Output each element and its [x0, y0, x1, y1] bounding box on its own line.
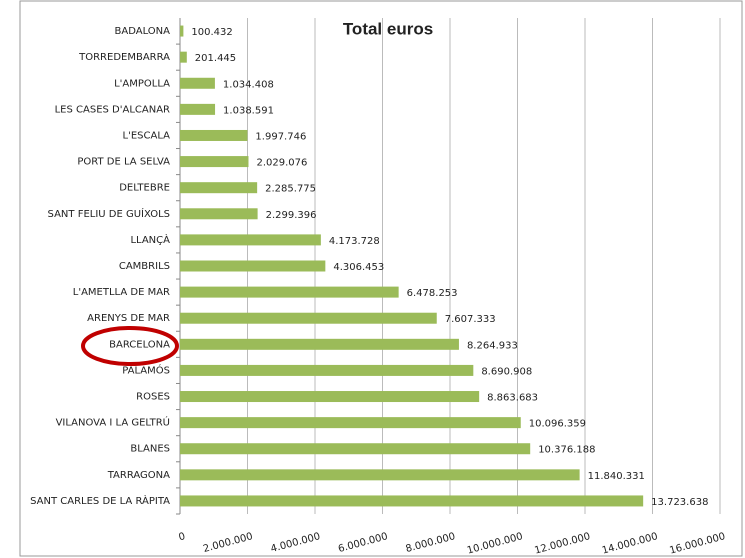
- y-tick-label: L'AMPOLLA: [114, 78, 170, 89]
- value-label: 10.096.359: [529, 419, 586, 430]
- bar: [180, 129, 248, 141]
- y-tick-label: TORREDEMBARRA: [78, 52, 170, 63]
- bar: [180, 103, 216, 115]
- y-tick-label: BLANES: [130, 444, 170, 455]
- bar: [180, 234, 321, 246]
- y-tick-label: LLANÇÀ: [130, 233, 170, 246]
- y-tick-label: ROSES: [136, 392, 170, 403]
- bar: [180, 364, 474, 376]
- bar: [180, 312, 437, 324]
- value-label: 1.997.746: [255, 131, 306, 142]
- y-tick-label: PORT DE LA SELVA: [77, 157, 170, 168]
- value-label: 4.306.453: [333, 262, 384, 273]
- chart-title: Total euros: [343, 19, 433, 38]
- bar: [180, 338, 459, 350]
- value-label: 8.690.908: [481, 366, 532, 377]
- y-tick-label: L'ESCALA: [123, 130, 171, 141]
- y-tick-label: SANT FELIU DE GUÍXOLS: [48, 207, 170, 220]
- value-label: 4.173.728: [329, 236, 380, 247]
- value-label: 201.445: [195, 53, 236, 64]
- value-label: 2.299.396: [266, 210, 317, 221]
- y-tick-label: TARRAGONA: [107, 470, 170, 481]
- y-tick-label: BADALONA: [115, 26, 171, 37]
- bar: [180, 182, 258, 194]
- value-label: 13.723.638: [651, 497, 708, 508]
- value-label: 2.029.076: [256, 158, 307, 169]
- y-tick-label: ARENYS DE MAR: [87, 313, 170, 324]
- bar: [180, 495, 644, 507]
- value-label: 11.840.331: [588, 471, 645, 482]
- bar: [180, 260, 326, 272]
- value-label: 6.478.253: [407, 288, 458, 299]
- bar: [180, 208, 258, 220]
- bar: [180, 25, 184, 37]
- bar: [180, 417, 521, 429]
- bar: [180, 77, 215, 89]
- y-tick-label: CAMBRILS: [119, 261, 170, 272]
- bar: [180, 156, 249, 168]
- chart-frame: [19, 0, 743, 557]
- y-tick-label: DELTEBRE: [119, 183, 170, 194]
- y-tick-label: L'AMETLLA DE MAR: [73, 287, 170, 298]
- y-tick-label: BARCELONA: [109, 339, 170, 350]
- y-tick-label: PALAMÓS: [122, 363, 170, 376]
- bar: [180, 443, 531, 455]
- y-tick-label: LES CASES D'ALCANAR: [55, 104, 170, 115]
- value-label: 7.607.333: [445, 314, 496, 325]
- x-tick-label: 0: [178, 531, 187, 543]
- bar: [180, 469, 580, 481]
- value-label: 2.285.775: [265, 184, 316, 195]
- value-label: 10.376.188: [538, 445, 595, 456]
- value-label: 1.034.408: [223, 79, 274, 90]
- bar: [180, 51, 187, 63]
- bar: [180, 391, 480, 403]
- value-label: 8.863.683: [487, 393, 538, 404]
- y-tick-label: VILANOVA I LA GELTRÚ: [56, 416, 170, 429]
- value-label: 100.432: [191, 27, 232, 38]
- highlight-ellipse: [81, 326, 179, 366]
- bar: [180, 286, 399, 298]
- value-label: 1.038.591: [223, 105, 274, 116]
- value-label: 8.264.933: [467, 340, 518, 351]
- y-tick-label: SANT CARLES DE LA RÀPITA: [30, 494, 170, 507]
